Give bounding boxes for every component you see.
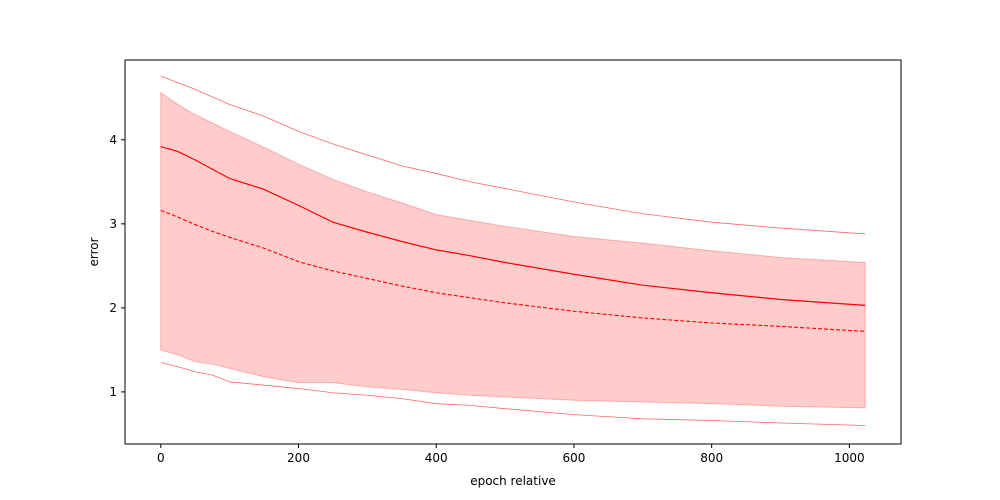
confidence-band — [160, 91, 866, 409]
y-tick-label: 3 — [109, 217, 117, 231]
series-line-solid — [160, 145, 866, 306]
plot-layer — [160, 75, 866, 426]
x-tick-label: 0 — [157, 451, 165, 465]
plot-frame — [124, 59, 902, 445]
series-line-bound-4 — [160, 362, 866, 426]
y-tick-label: 1 — [109, 385, 117, 399]
y-tick-label: 2 — [109, 301, 117, 315]
x-tick-label: 200 — [287, 451, 310, 465]
y-axis-label: error — [87, 237, 101, 266]
series-line-bound-3 — [160, 75, 866, 235]
x-axis-label: epoch relative — [470, 474, 556, 488]
y-tick-label: 4 — [109, 133, 117, 147]
x-tick-label: 400 — [425, 451, 448, 465]
series-line-dashed — [160, 209, 866, 332]
axes-layer: 0 200 400 600 800 1000 1 2 3 4 — [109, 133, 864, 465]
x-tick-label: 1000 — [834, 451, 865, 465]
x-tick-label: 600 — [562, 451, 585, 465]
x-tick-label: 800 — [700, 451, 723, 465]
